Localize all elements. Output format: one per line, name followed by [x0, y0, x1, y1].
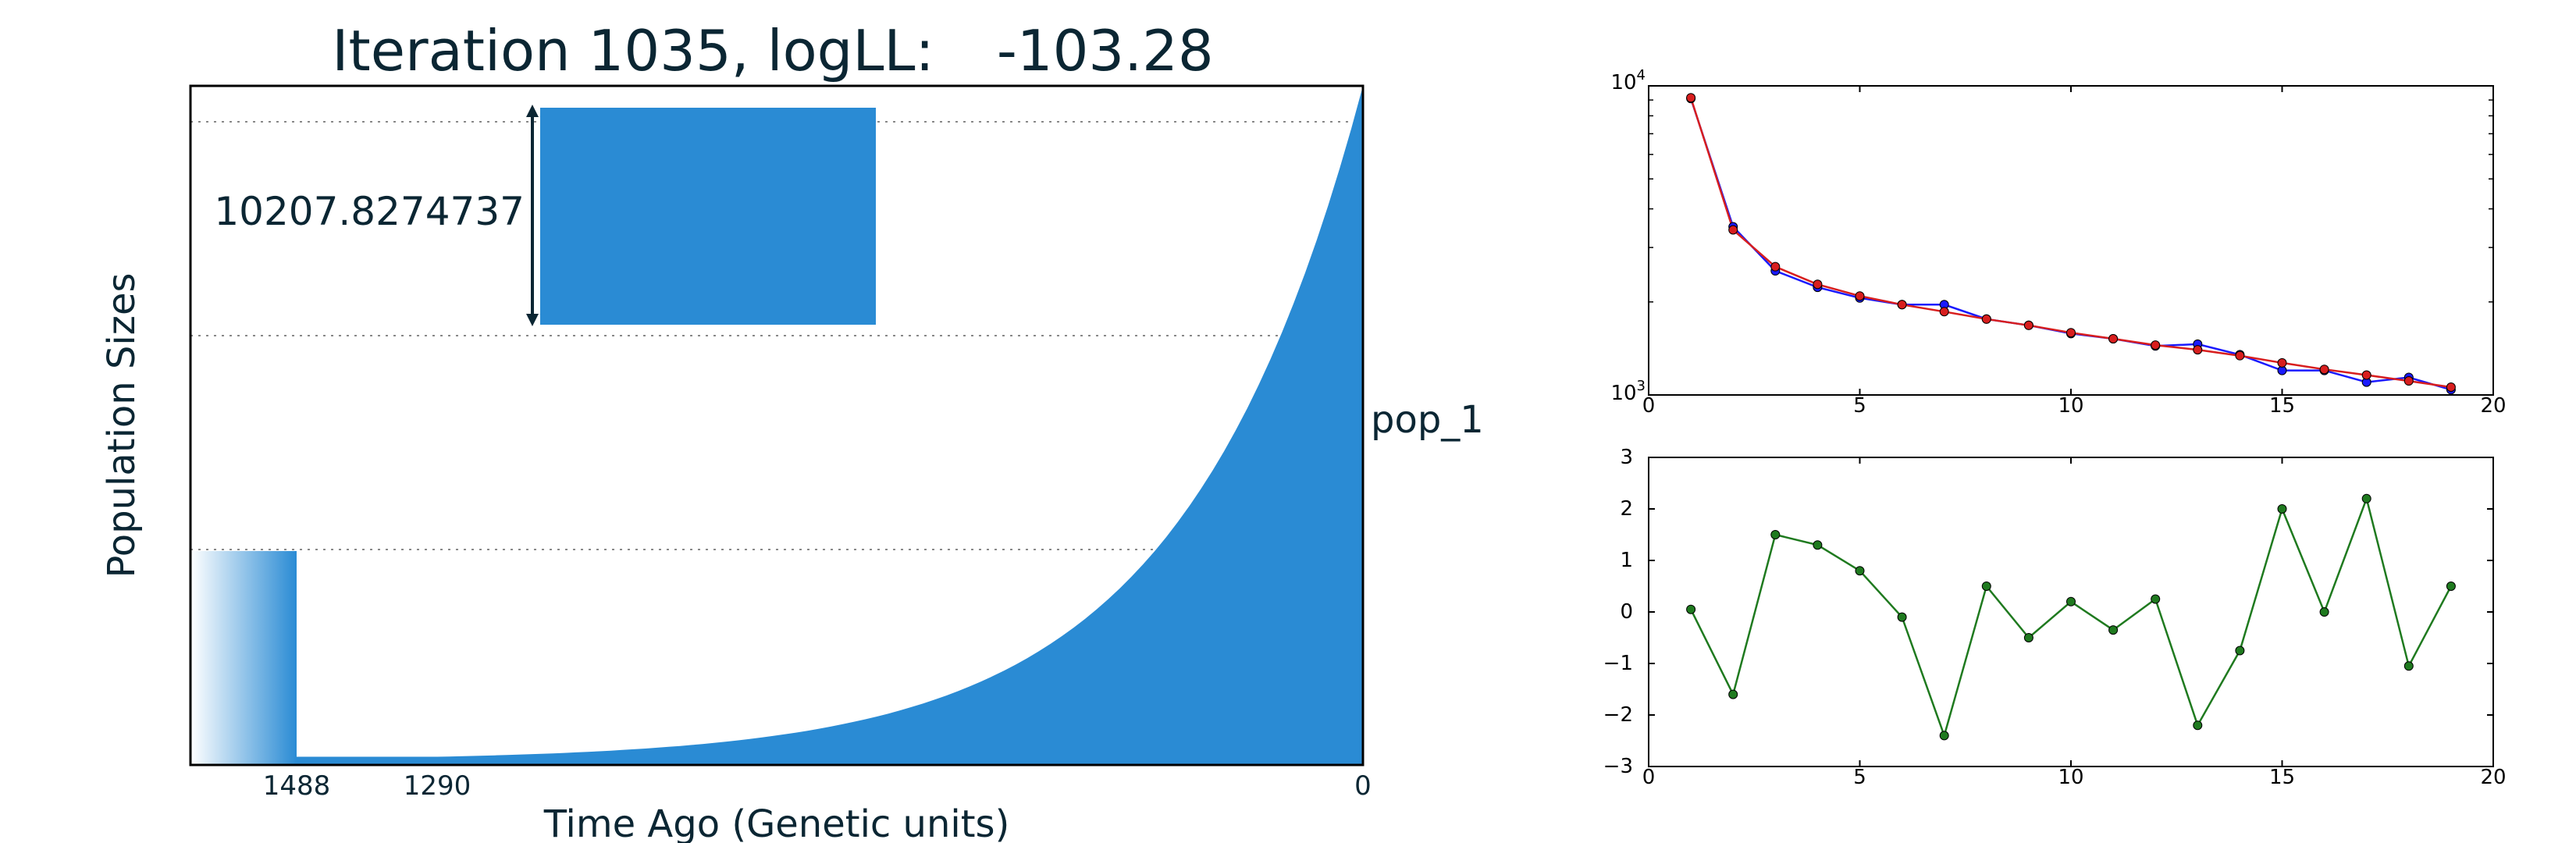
sfs-chart: 104 103 0 5 10 15 20 — [1610, 67, 2506, 418]
x-tick-label: 10 — [2058, 394, 2083, 418]
x-tick-label: 0 — [1354, 770, 1372, 802]
population-area — [297, 86, 1363, 765]
x-tick-label: 5 — [1853, 766, 1866, 789]
x-tick-label: 5 — [1853, 394, 1866, 418]
sfs-expected-point — [2403, 376, 2414, 386]
sfs-expected-point — [2277, 357, 2287, 368]
y-tick-label: 103 — [1610, 378, 1646, 405]
chart-title-value: -103.28 — [997, 18, 1214, 84]
residuals-chart: 3 2 1 0 −1 −2 −3 0 5 10 15 20 — [1603, 446, 2507, 789]
sfs-expected-point — [2151, 340, 2161, 350]
residuals-point — [1897, 612, 1907, 622]
sfs-expected-point — [1686, 93, 1696, 103]
plot-frame — [189, 84, 1364, 767]
residuals-line — [1689, 495, 2453, 739]
scale-bar-box — [540, 108, 876, 325]
sfs-expected-point — [1770, 261, 1781, 272]
x-tick-label: 1488 — [263, 770, 331, 802]
sfs-expected-point — [1813, 279, 1823, 290]
sfs-observed-line — [1689, 98, 2452, 391]
sfs-expected-point — [2023, 320, 2033, 330]
y-tick-label: 3 — [1620, 446, 1633, 469]
x-tick-label: 0 — [1642, 394, 1656, 418]
residuals-point — [2193, 720, 2203, 731]
y-tick-label: −2 — [1603, 703, 1633, 727]
sfs-plot-frame — [1648, 85, 2494, 396]
x-tick-label: 20 — [2480, 766, 2506, 789]
history-chart: Iteration 1035, logLL: -103.28 10207.8274… — [100, 18, 1484, 843]
population-label: pop_1 — [1371, 398, 1484, 442]
sfs-expected-point — [1981, 314, 1991, 324]
sfs-expected-point — [2066, 328, 2076, 338]
residuals-point — [1686, 604, 1696, 614]
residuals-point — [1855, 566, 1865, 576]
residuals-point — [1981, 582, 1991, 591]
residuals-point — [2066, 596, 2076, 606]
y-tick-label: −3 — [1603, 755, 1633, 778]
y-tick-label: 1 — [1620, 549, 1633, 572]
x-tick-label: 15 — [2269, 766, 2295, 789]
scale-bar-arrowhead-bottom — [526, 314, 539, 326]
sfs-expected-point — [2193, 345, 2203, 355]
sfs-expected-line — [1689, 97, 2452, 389]
residuals-point — [2023, 633, 2033, 642]
y-axis-label: Population Sizes — [100, 273, 144, 578]
sfs-expected-point — [2108, 333, 2119, 343]
sfs-expected-point — [2235, 350, 2245, 361]
scale-bar-label: 10207.8274737 — [214, 189, 525, 234]
residuals-plot-frame — [1648, 457, 2494, 767]
x-tick-label: 0 — [1642, 766, 1656, 789]
scale-bar-arrowhead-top — [526, 105, 539, 117]
residuals-point — [1939, 731, 1949, 741]
residuals-point — [2235, 646, 2245, 656]
ancient-population-area — [190, 550, 297, 765]
chart-title: Iteration 1035, logLL: -103.28 — [332, 18, 1213, 84]
y-tick-label: 2 — [1620, 497, 1633, 521]
residuals-point — [2319, 607, 2329, 617]
x-axis-label: Time Ago (Genetic units) — [543, 802, 1010, 843]
residuals-point — [1728, 689, 1738, 699]
x-tick-label: 10 — [2058, 766, 2083, 789]
sfs-expected-point — [1939, 307, 1949, 317]
sfs-expected-point — [1897, 300, 1907, 310]
chart-title-label: Iteration 1035, logLL: — [332, 18, 934, 84]
sfs-expected-point — [1728, 225, 1738, 235]
y-tick-label: 104 — [1610, 67, 1646, 94]
residuals-point — [2403, 661, 2414, 671]
residuals-point — [2108, 625, 2119, 635]
x-tick-label: 20 — [2480, 394, 2506, 418]
y-tick-label: 0 — [1620, 600, 1633, 624]
residuals-point — [2151, 594, 2161, 604]
y-tick-label: −1 — [1603, 652, 1633, 675]
sfs-expected-point — [2361, 370, 2371, 380]
residuals-point — [2446, 582, 2456, 591]
residuals-point — [2277, 504, 2287, 514]
sfs-expected-point — [1855, 291, 1865, 301]
residuals-point — [1813, 540, 1823, 550]
residuals-point — [1770, 530, 1781, 539]
sfs-expected-point — [2446, 382, 2456, 392]
x-tick-label: 1290 — [404, 770, 471, 802]
residuals-point — [2361, 493, 2371, 503]
x-tick-label: 15 — [2269, 394, 2295, 418]
sfs-expected-point — [2319, 365, 2329, 375]
